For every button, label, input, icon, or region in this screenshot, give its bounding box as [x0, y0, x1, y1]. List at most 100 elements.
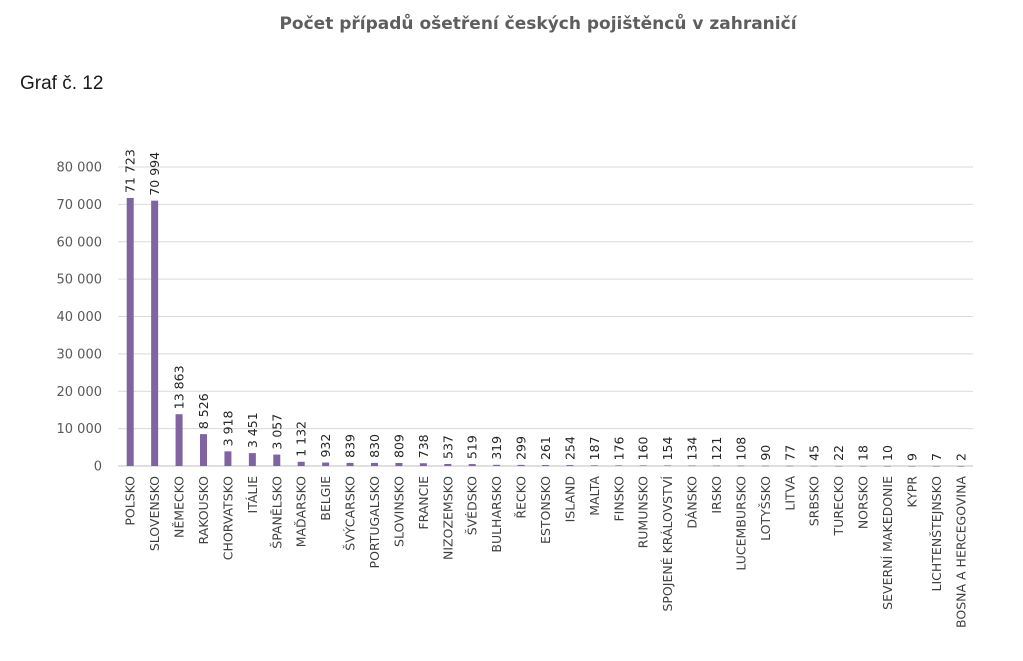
data-label: 154	[660, 437, 675, 461]
data-label: 839	[343, 434, 358, 458]
x-tick-label: NIZOZEMSKO	[440, 476, 455, 560]
data-label: 187	[587, 436, 602, 460]
y-tick-label: 20 000	[57, 385, 103, 400]
chart-caption: Graf č. 12	[20, 73, 104, 94]
data-label: 830	[367, 434, 382, 458]
data-label: 13 863	[172, 365, 187, 409]
bar	[932, 465, 940, 467]
y-tick-label: 50 000	[57, 273, 103, 288]
data-label: 319	[489, 436, 504, 460]
data-labels: 71 723 70 994 13 863 8 526 3 918 3 451 3 057 1 …	[123, 149, 969, 461]
bar	[517, 464, 525, 466]
bar	[273, 454, 281, 466]
bar	[810, 465, 818, 467]
y-tick-label: 80 000	[57, 161, 103, 176]
x-tick-label: BELGIE	[318, 476, 333, 521]
x-tick-label: CHORVATSKO	[220, 476, 235, 560]
data-label: 3 451	[245, 412, 260, 448]
bar	[175, 414, 183, 466]
x-tick-label: ESTONSKO	[538, 476, 553, 544]
y-tick-label: 60 000	[57, 235, 103, 250]
x-tick-label: MAĎARSKO	[294, 476, 309, 547]
x-tick-label: ŠVÉDSKO	[465, 476, 480, 535]
data-label: 108	[733, 437, 748, 461]
data-label: 90	[758, 445, 773, 461]
x-tick-label: NĚMECKO	[172, 476, 187, 538]
x-tick-label: RUMUNSKO	[636, 476, 651, 549]
bars	[126, 197, 965, 467]
x-tick-label: ISLAND	[562, 476, 577, 522]
x-tick-label: LUCEMBURSKO	[733, 476, 748, 571]
x-tick-label: POLSKO	[123, 476, 138, 526]
x-tick-label: ŘECKO	[514, 476, 529, 519]
bar	[737, 465, 745, 467]
x-axis: POLSKO SLOVENSKO NĚMECKO RAKOUSKO CHORVATSKO…	[123, 476, 969, 628]
bar	[395, 462, 403, 466]
data-label: 519	[465, 435, 480, 459]
bar	[468, 464, 476, 466]
bar	[444, 463, 452, 466]
data-label: 7	[929, 453, 944, 461]
data-label: 121	[709, 437, 724, 461]
x-tick-label: TURECKO	[831, 476, 846, 537]
data-label: 176	[611, 436, 626, 460]
x-tick-label: PORTUGALSKO	[367, 476, 382, 569]
bar	[615, 465, 623, 466]
y-axis: 0 10 000 20 000 30 000 40 000 50 000 60 000 70 …	[57, 161, 103, 475]
data-label: 70 994	[147, 152, 162, 196]
x-tick-label: SEVERNÍ MAKEDONIE	[880, 476, 895, 610]
bar	[371, 462, 378, 466]
x-tick-label: SPOJENÉ KRÁLOVSTVÍ	[660, 476, 675, 612]
data-label: 45	[807, 445, 822, 461]
x-tick-label: BOSNA A HERCEGOVINA	[953, 476, 968, 628]
bar	[761, 465, 769, 467]
data-label: 22	[831, 445, 846, 461]
data-label: 261	[538, 436, 553, 460]
data-label: 77	[782, 445, 797, 461]
x-tick-label: DÁNSKO	[685, 476, 700, 529]
data-label: 932	[318, 434, 333, 458]
x-tick-label: RAKOUSKO	[196, 476, 211, 545]
x-tick-label: LICHTENŠTEJNSKO	[929, 476, 944, 592]
x-tick-label: NORSKO	[856, 476, 871, 529]
bar	[248, 453, 256, 466]
y-tick-label: 0	[94, 460, 102, 475]
x-tick-label: FINSKO	[611, 476, 626, 522]
data-label: 809	[391, 434, 406, 458]
x-tick-label: BULHARSKO	[489, 476, 504, 553]
data-label: 738	[416, 434, 431, 458]
data-label: 3 057	[269, 414, 284, 450]
bar	[908, 465, 916, 467]
bar	[688, 465, 696, 467]
data-label: 3 918	[220, 411, 235, 447]
data-label: 9	[904, 453, 919, 461]
bar	[151, 200, 159, 467]
y-tick-label: 30 000	[57, 347, 103, 362]
x-tick-label: LITVA	[782, 476, 797, 511]
bar	[542, 465, 549, 466]
data-label: 134	[685, 437, 700, 461]
bar	[835, 465, 843, 467]
bar	[590, 465, 598, 466]
data-label: 2	[953, 453, 968, 461]
x-tick-label: IRSKO	[709, 476, 724, 514]
bar	[566, 465, 574, 466]
data-label: 10	[880, 445, 895, 461]
y-tick-label: 10 000	[57, 422, 103, 437]
bar	[884, 465, 891, 467]
y-tick-label: 70 000	[57, 198, 103, 213]
x-tick-label: LOTYŠSKO	[758, 476, 773, 541]
x-tick-label: SRBSKO	[807, 476, 822, 526]
bar	[664, 465, 672, 467]
x-tick-label: MALTA	[587, 476, 602, 516]
y-tick-label: 40 000	[57, 310, 103, 325]
bar	[786, 465, 794, 467]
data-label: 254	[562, 436, 577, 460]
bar	[224, 451, 232, 466]
x-tick-label: FRANCIE	[416, 476, 431, 530]
bar	[639, 465, 647, 467]
bar	[200, 434, 207, 466]
x-tick-label: KYPR	[904, 476, 919, 508]
page-title: Počet případů ošetření českých pojištěnc…	[279, 14, 797, 34]
bar	[859, 465, 867, 467]
